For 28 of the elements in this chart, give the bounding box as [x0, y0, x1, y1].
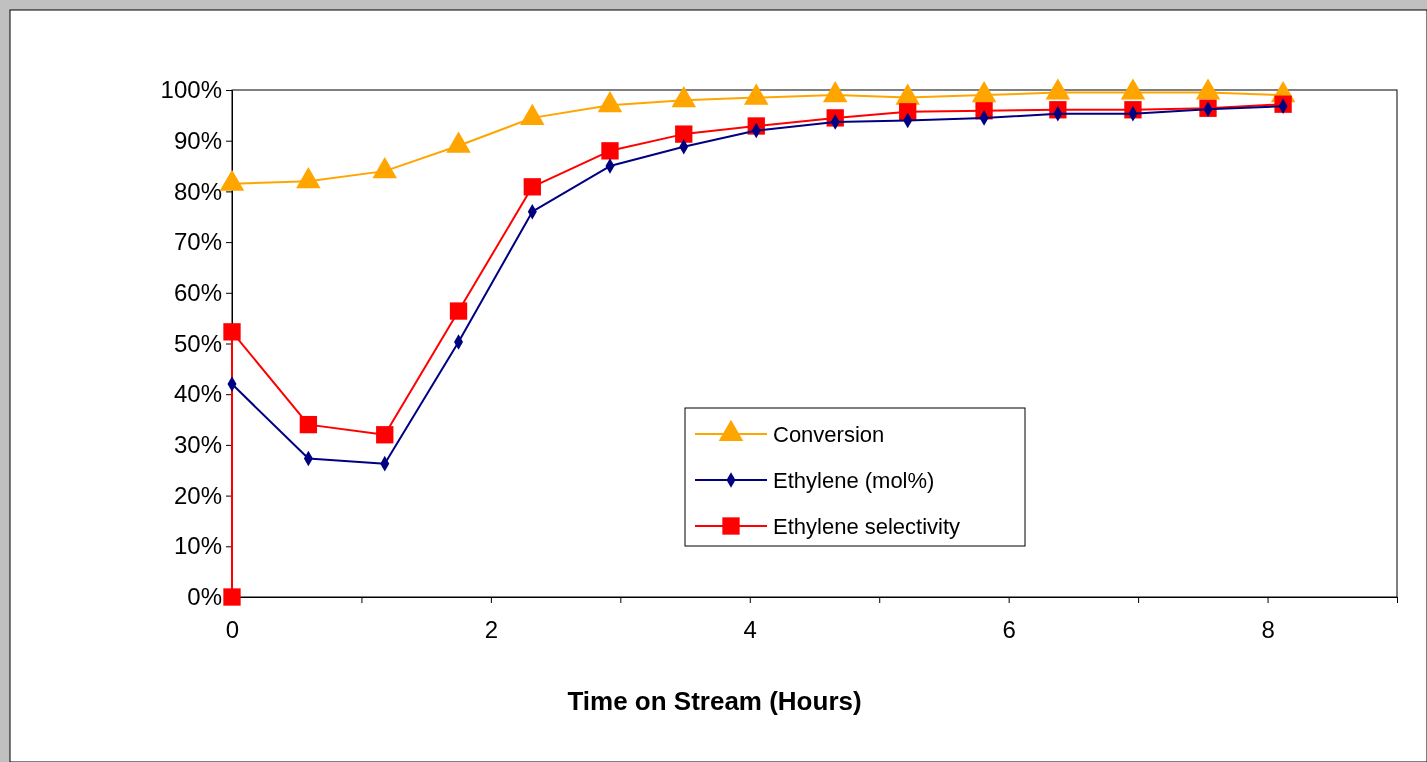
- y-tick-label: 10%: [173, 532, 222, 560]
- point: [675, 125, 693, 143]
- legend-label: Ethylene selectivity: [773, 514, 961, 539]
- y-tick-label: 50%: [173, 329, 222, 357]
- y-tick-label: 90%: [173, 126, 222, 154]
- x-tick-label: 4: [743, 616, 757, 644]
- point: [299, 415, 318, 434]
- x-tick-label: 6: [1002, 616, 1016, 644]
- y-tick-label: 100%: [160, 76, 222, 104]
- point: [223, 588, 241, 606]
- y-tick-label: 0%: [187, 583, 222, 611]
- y-tick-label: 30%: [173, 431, 222, 459]
- y-tick-label: 20%: [173, 481, 222, 509]
- point: [449, 302, 468, 320]
- x-axis-title: Time on Stream (Hours): [567, 686, 862, 716]
- point: [376, 426, 394, 444]
- x-tick-label: 2: [484, 616, 499, 644]
- point: [601, 142, 619, 160]
- legend-label: Ethylene (mol%): [773, 468, 935, 493]
- x-tick-label: 0: [225, 616, 240, 644]
- x-tick-label: 8: [1261, 616, 1275, 644]
- point: [223, 323, 241, 341]
- y-tick-label: 40%: [173, 380, 222, 408]
- y-tick-label: 80%: [173, 177, 222, 205]
- legend-label: Conversion: [773, 422, 885, 447]
- point: [523, 178, 541, 196]
- y-tick-label: 70%: [173, 228, 222, 256]
- y-tick-label: 60%: [173, 278, 222, 306]
